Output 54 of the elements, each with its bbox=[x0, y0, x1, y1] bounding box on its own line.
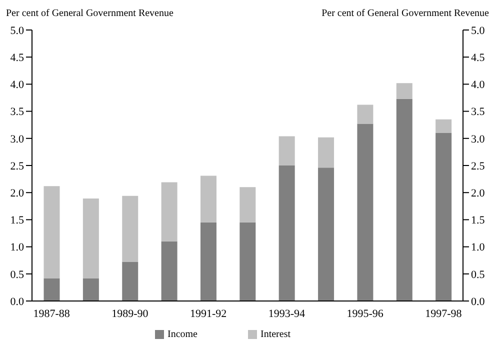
y2-axis-title: Per cent of General Government Revenue bbox=[322, 8, 489, 19]
y-tick-label: 1.0 bbox=[10, 242, 24, 254]
y2-tick-label: 3.5 bbox=[471, 106, 486, 118]
y-axis-title: Per cent of General Government Revenue bbox=[6, 8, 174, 19]
bar bbox=[161, 241, 178, 301]
y2-tick-label: 2.5 bbox=[471, 160, 486, 172]
y2-tick-label: 5.0 bbox=[471, 24, 486, 37]
bar bbox=[240, 187, 256, 222]
y-tick-label: 3.0 bbox=[10, 133, 24, 146]
y2-tick-label: 4.0 bbox=[471, 79, 486, 92]
y-tick-label: 3.5 bbox=[10, 106, 24, 118]
bar bbox=[278, 136, 295, 166]
y2-tick-label: 3.0 bbox=[471, 133, 486, 146]
y2-tick-label: 0.0 bbox=[471, 296, 486, 308]
y2-tick-label: 1.5 bbox=[471, 214, 486, 227]
x-tick-label: 1997-98 bbox=[425, 308, 462, 320]
bar bbox=[122, 262, 138, 301]
bar bbox=[44, 278, 60, 301]
bar bbox=[436, 119, 452, 133]
bar bbox=[200, 176, 216, 222]
y-tick-label: 5.0 bbox=[10, 24, 24, 37]
x-tick-label: 1993-94 bbox=[268, 308, 306, 320]
x-tick-label: 1989-90 bbox=[112, 308, 149, 320]
bar bbox=[200, 222, 216, 301]
bar bbox=[318, 168, 334, 301]
bar bbox=[82, 198, 99, 278]
bar bbox=[240, 222, 256, 301]
y-tick-label: 0.0 bbox=[10, 296, 24, 308]
legend-label: Income bbox=[168, 329, 198, 340]
x-tick-label: 1987-88 bbox=[33, 308, 70, 320]
bar bbox=[44, 186, 60, 278]
bar bbox=[161, 182, 178, 242]
y2-tick-label: 0.5 bbox=[471, 268, 486, 281]
bar bbox=[318, 137, 334, 168]
bar bbox=[82, 278, 99, 301]
x-tick-label: 1991-92 bbox=[190, 308, 227, 320]
bar bbox=[396, 98, 412, 301]
y-tick-label: 0.5 bbox=[10, 268, 24, 281]
bar bbox=[357, 124, 374, 301]
y-tick-label: 4.5 bbox=[10, 52, 24, 64]
y-tick-label: 2.0 bbox=[10, 188, 24, 200]
bar bbox=[278, 166, 295, 301]
x-tick-label: 1995-96 bbox=[346, 308, 384, 320]
y-tick-label: 2.5 bbox=[10, 160, 24, 172]
bar bbox=[357, 104, 374, 124]
bar bbox=[436, 132, 452, 301]
y-tick-label: 4.0 bbox=[10, 79, 24, 92]
bar bbox=[396, 83, 412, 99]
bar bbox=[122, 196, 138, 262]
y-tick-label: 1.5 bbox=[10, 214, 24, 227]
legend-label: Interest bbox=[260, 329, 290, 340]
y2-tick-label: 4.5 bbox=[471, 52, 486, 64]
y2-tick-label: 2.0 bbox=[471, 188, 486, 200]
y2-tick-label: 1.0 bbox=[471, 242, 486, 254]
